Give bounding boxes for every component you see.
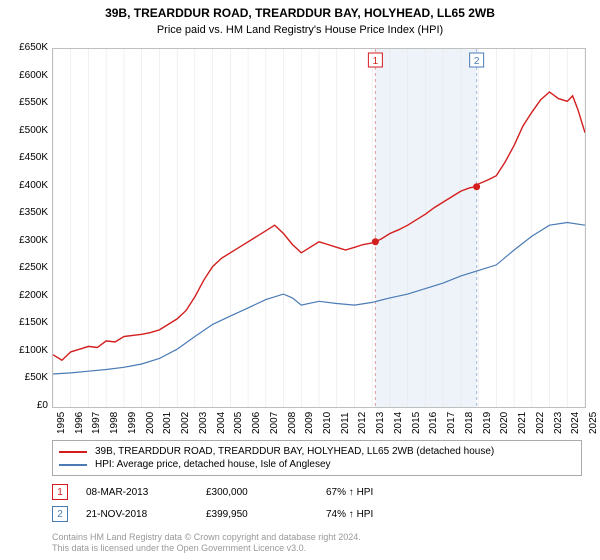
y-axis-label: £450K [0,152,48,163]
transaction-row: 2 21-NOV-2018 £399,950 74% ↑ HPI [52,506,582,522]
x-axis-label: 2025 [588,412,599,434]
y-axis-label: £500K [0,125,48,136]
y-axis-label: £100K [0,345,48,356]
x-axis-label: 2007 [269,412,280,434]
x-axis-label: 2011 [340,412,351,434]
x-axis-label: 2015 [411,412,422,434]
transaction-price: £300,000 [206,487,326,498]
legend-item-price: 39B, TREARDDUR ROAD, TREARDDUR BAY, HOLY… [59,445,575,458]
y-axis-label: £0 [0,400,48,411]
x-axis-label: 2018 [464,412,475,434]
x-axis-label: 2001 [162,412,173,434]
x-axis-label: 2017 [446,412,457,434]
x-axis-label: 2002 [180,412,191,434]
transaction-row: 1 08-MAR-2013 £300,000 67% ↑ HPI [52,484,582,500]
x-axis-label: 2006 [251,412,262,434]
x-axis-label: 2023 [553,412,564,434]
x-axis-label: 2003 [198,412,209,434]
y-axis-label: £350K [0,207,48,218]
x-axis-label: 2016 [428,412,439,434]
svg-text:2: 2 [474,56,480,67]
legend-label: 39B, TREARDDUR ROAD, TREARDDUR BAY, HOLY… [95,446,494,457]
x-axis-label: 2012 [357,412,368,434]
y-axis-label: £650K [0,42,48,53]
x-axis-label: 1997 [91,412,102,434]
x-axis-label: 2010 [322,412,333,434]
x-axis-label: 2021 [517,412,528,434]
legend: 39B, TREARDDUR ROAD, TREARDDUR BAY, HOLY… [52,440,582,476]
line-chart: 12 [52,48,586,408]
y-axis-label: £50K [0,372,48,383]
x-axis-label: 2022 [535,412,546,434]
transaction-price: £399,950 [206,509,326,520]
transaction-date: 21-NOV-2018 [86,509,206,520]
chart-subtitle: Price paid vs. HM Land Registry's House … [0,22,600,36]
x-axis-label: 1995 [56,412,67,434]
y-axis-label: £250K [0,262,48,273]
x-axis-label: 2008 [287,412,298,434]
transaction-date: 08-MAR-2013 [86,487,206,498]
y-axis-label: £150K [0,317,48,328]
chart-title: 39B, TREARDDUR ROAD, TREARDDUR BAY, HOLY… [0,0,600,22]
x-axis-label: 1996 [74,412,85,434]
y-axis-label: £200K [0,290,48,301]
y-axis-label: £550K [0,97,48,108]
legend-item-hpi: HPI: Average price, detached house, Isle… [59,458,575,471]
x-axis-label: 2024 [570,412,581,434]
x-axis-label: 2004 [216,412,227,434]
x-axis-label: 2014 [393,412,404,434]
x-axis-label: 2013 [375,412,386,434]
x-axis-label: 2019 [482,412,493,434]
x-axis-label: 1999 [127,412,138,434]
y-axis-label: £400K [0,180,48,191]
x-axis-label: 2009 [304,412,315,434]
legend-label: HPI: Average price, detached house, Isle… [95,459,331,470]
y-axis-label: £600K [0,70,48,81]
x-axis-label: 2000 [145,412,156,434]
x-axis-label: 1998 [109,412,120,434]
x-axis-label: 2005 [233,412,244,434]
x-axis-label: 2020 [499,412,510,434]
transaction-pct: 67% ↑ HPI [326,487,446,498]
y-axis-label: £300K [0,235,48,246]
marker-badge-2: 2 [52,506,68,522]
footer-note: Contains HM Land Registry data © Crown c… [52,532,361,554]
svg-text:1: 1 [373,56,379,67]
marker-badge-1: 1 [52,484,68,500]
transaction-pct: 74% ↑ HPI [326,509,446,520]
